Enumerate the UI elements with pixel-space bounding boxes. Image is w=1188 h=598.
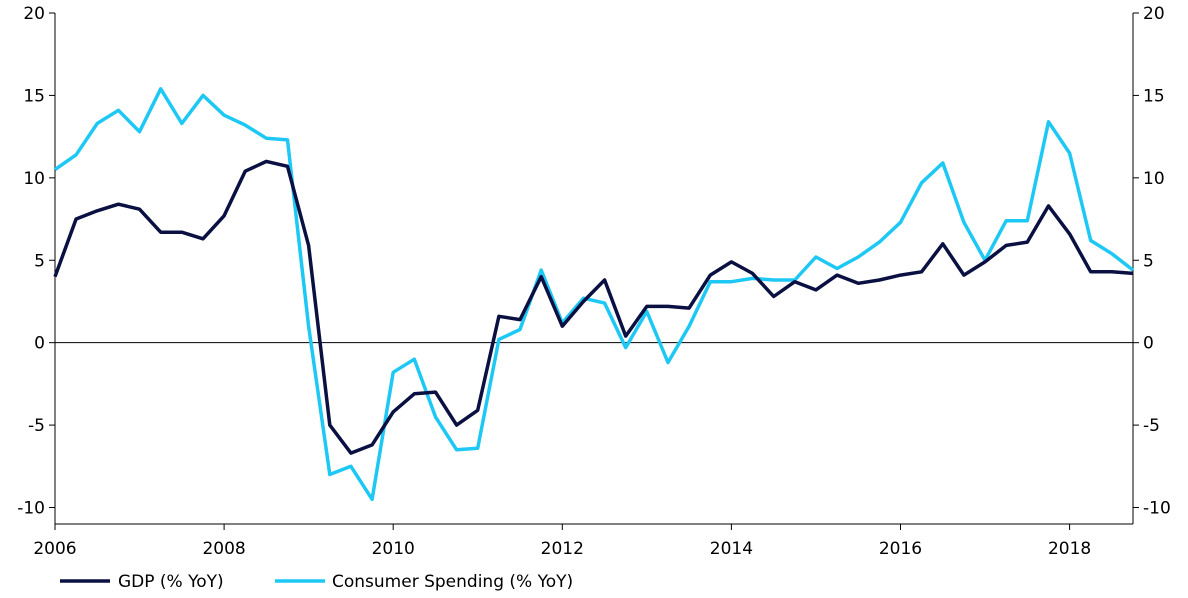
- y-tick-label-left: 0: [34, 334, 45, 354]
- axes: [54, 13, 1134, 525]
- y-tick-label-right: -5: [1143, 416, 1160, 436]
- series-line-gdp: [53, 159, 1134, 455]
- y-tick-label-left: 20: [23, 4, 45, 24]
- series: [53, 87, 1135, 502]
- ticks: -10 -10 -5 -5 0 0 5 5 10 10 15 15 20 20 2006 2008 2010 20…: [17, 4, 1171, 559]
- series-line-consumer-spending: [53, 87, 1135, 502]
- x-tick-label: 2016: [879, 539, 922, 559]
- x-tick-label: 2006: [33, 539, 76, 559]
- y-tick-label-left: 15: [23, 86, 45, 106]
- y-tick-label-right: 10: [1143, 169, 1165, 189]
- y-tick-label-left: 5: [34, 251, 45, 271]
- y-tick-label-left: -10: [17, 499, 45, 519]
- x-tick-label: 2010: [372, 539, 415, 559]
- x-tick-label: 2018: [1048, 539, 1091, 559]
- y-tick-label-right: 20: [1143, 4, 1165, 24]
- legend: GDP (% YoY) Consumer Spending (% YoY): [60, 572, 573, 592]
- y-tick-label-left: -5: [28, 416, 45, 436]
- x-tick-label: 2014: [710, 539, 753, 559]
- y-tick-label-right: 0: [1143, 334, 1154, 354]
- legend-label: GDP (% YoY): [118, 572, 224, 592]
- y-tick-label-left: 10: [23, 169, 45, 189]
- y-tick-label-right: -10: [1143, 499, 1171, 519]
- y-tick-label-right: 15: [1143, 86, 1165, 106]
- x-tick-label: 2008: [202, 539, 245, 559]
- y-tick-label-right: 5: [1143, 251, 1154, 271]
- legend-label: Consumer Spending (% YoY): [332, 572, 573, 592]
- x-tick-label: 2012: [541, 539, 584, 559]
